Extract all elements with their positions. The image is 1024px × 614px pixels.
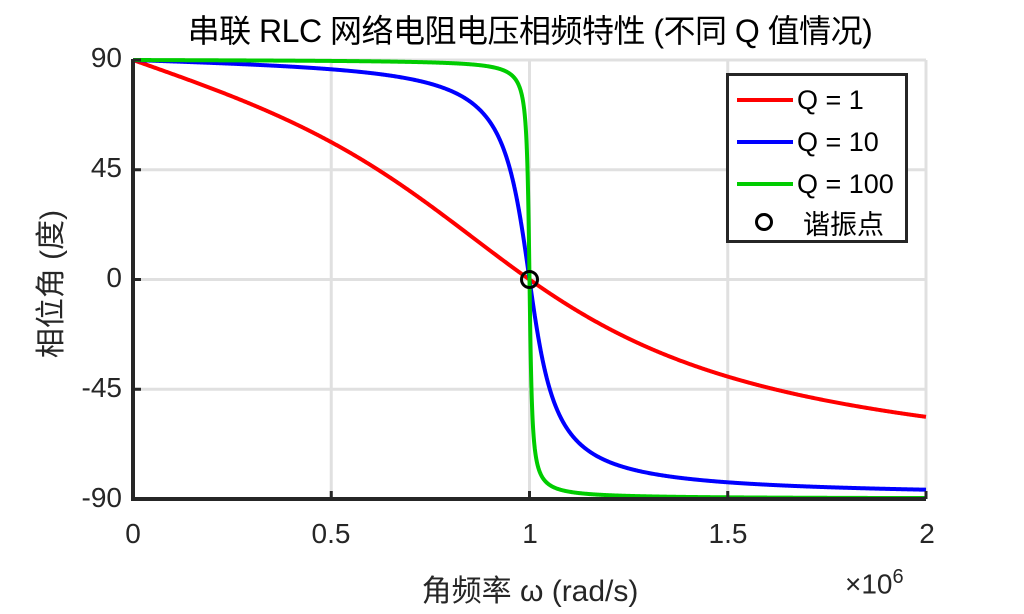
chart-title: 串联 RLC 网络电阻电压相频特性 (不同 Q 值情况): [187, 13, 873, 49]
y-tick-label: -90: [81, 482, 122, 513]
legend-item-q10: Q = 10: [737, 122, 879, 162]
x-axis-multiplier: ×106: [845, 566, 904, 600]
red-line-icon: [737, 98, 793, 102]
x-tick-label: 0.5: [311, 518, 351, 549]
x-tick-label: 1.5: [708, 518, 748, 549]
green-line-icon: [737, 182, 793, 186]
y-tick-label: -45: [81, 372, 122, 403]
legend-item-q100: Q = 100: [737, 164, 894, 204]
y-tick-label: 90: [90, 42, 122, 73]
y-tick-label: 45: [90, 152, 122, 183]
legend-item-q1: Q = 1: [737, 80, 864, 120]
x-axis-label: 角频率 ω (rad/s): [421, 575, 639, 608]
x-tick-label: 1: [522, 518, 538, 549]
y-tick-label: 0: [106, 262, 122, 293]
blue-line-icon: [737, 140, 793, 144]
legend: Q = 1 Q = 10 Q = 100 谐振点: [726, 73, 908, 243]
resonance-point-marker: [520, 270, 539, 289]
x-tick-label: 0: [125, 518, 141, 549]
circle-marker-icon: [755, 213, 773, 231]
axes: [131, 58, 928, 501]
x-tick-label: 2: [919, 518, 935, 549]
legend-item-resonance: 谐振点: [737, 202, 884, 242]
